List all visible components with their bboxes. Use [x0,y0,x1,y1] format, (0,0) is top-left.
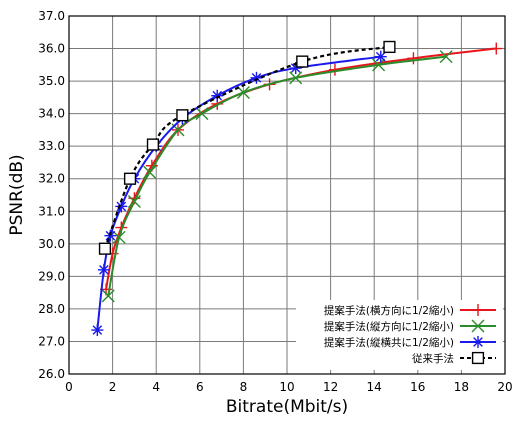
data-point [472,336,484,348]
data-point [383,40,396,54]
data-point [407,52,420,65]
data-point [112,230,126,244]
y-tick-label: 32.0 [38,172,65,186]
x-tick-label: 20 [497,380,512,394]
y-tick-label: 27.0 [38,334,65,348]
data-point [472,304,484,316]
data-point [123,172,137,185]
data-point [439,50,453,64]
data-point [250,71,263,84]
data-point [176,109,189,122]
data-point [236,85,250,99]
x-tick-label: 12 [323,380,338,394]
data-point [374,50,387,63]
data-point [471,351,485,365]
data-point [471,319,485,333]
data-point [289,71,303,85]
y-tick-label: 31.0 [38,204,65,218]
legend-item: 提案手法(横方向に1/2縮小) [324,304,496,317]
data-point [115,200,128,213]
data-point [101,289,115,303]
x-tick-label: 18 [454,380,469,394]
x-tick-label: 0 [65,380,73,394]
data-point [296,55,309,68]
x-tick-label: 2 [109,380,117,394]
y-tick-label: 37.0 [38,9,65,23]
y-tick-label: 34.0 [38,107,65,121]
legend-label: 提案手法(横方向に1/2縮小) [324,304,454,317]
y-tick-label: 33.0 [38,139,65,153]
data-point [91,324,104,337]
plot-frame [68,15,506,375]
legend-item: 従来手法 [412,351,496,365]
data-point [143,165,157,179]
x-tick-label: 8 [240,380,248,394]
series-1 [100,42,503,296]
legend-item: 提案手法(縦方向に1/2縮小) [324,319,496,333]
grid [69,16,505,374]
x-tick-label: 4 [152,380,160,394]
legend-label: 提案手法(縦方向に1/2縮小) [324,320,454,333]
x-tick-label: 16 [410,380,425,394]
series-4 [98,40,396,255]
y-tick-label: 29.0 [38,269,65,283]
y-tick-label: 30.0 [38,237,65,251]
legend-label: 従来手法 [412,352,454,365]
x-tick-label: 14 [367,380,382,394]
y-axis-title: PSNR(dB) [7,154,27,235]
data-point [211,89,224,102]
series-2 [101,50,453,303]
series-group [91,40,503,337]
data-point [98,242,112,255]
series-line [107,55,447,297]
y-tick-label: 36.0 [38,42,65,56]
tick-labels: 0 2 4 6 8 10 12 14 16 18 20 26.0 27.0 28.0 29.0 30.0 31.… [38,9,512,394]
y-tick-label: 35.0 [38,74,65,88]
data-point [490,42,503,55]
x-tick-label: 6 [196,380,204,394]
data-point [372,58,386,72]
x-tick-label: 10 [279,380,294,394]
legend-label: 提案手法(縦横共に1/2縮小) [324,336,454,349]
data-point [195,107,209,121]
data-point [127,195,141,209]
x-axis-title: Bitrate(Mbit/s) [226,397,348,417]
series-line [105,47,497,290]
y-tick-label: 26.0 [38,367,65,381]
data-point [146,138,160,151]
legend-item: 提案手法(縦横共に1/2縮小) [324,336,496,349]
legend: 提案手法(横方向に1/2縮小) 提案手法(縦方向に1/2縮小) 提案手法(縦横共に1… [296,300,503,370]
y-tick-label: 28.0 [38,302,65,316]
data-point [97,263,110,276]
